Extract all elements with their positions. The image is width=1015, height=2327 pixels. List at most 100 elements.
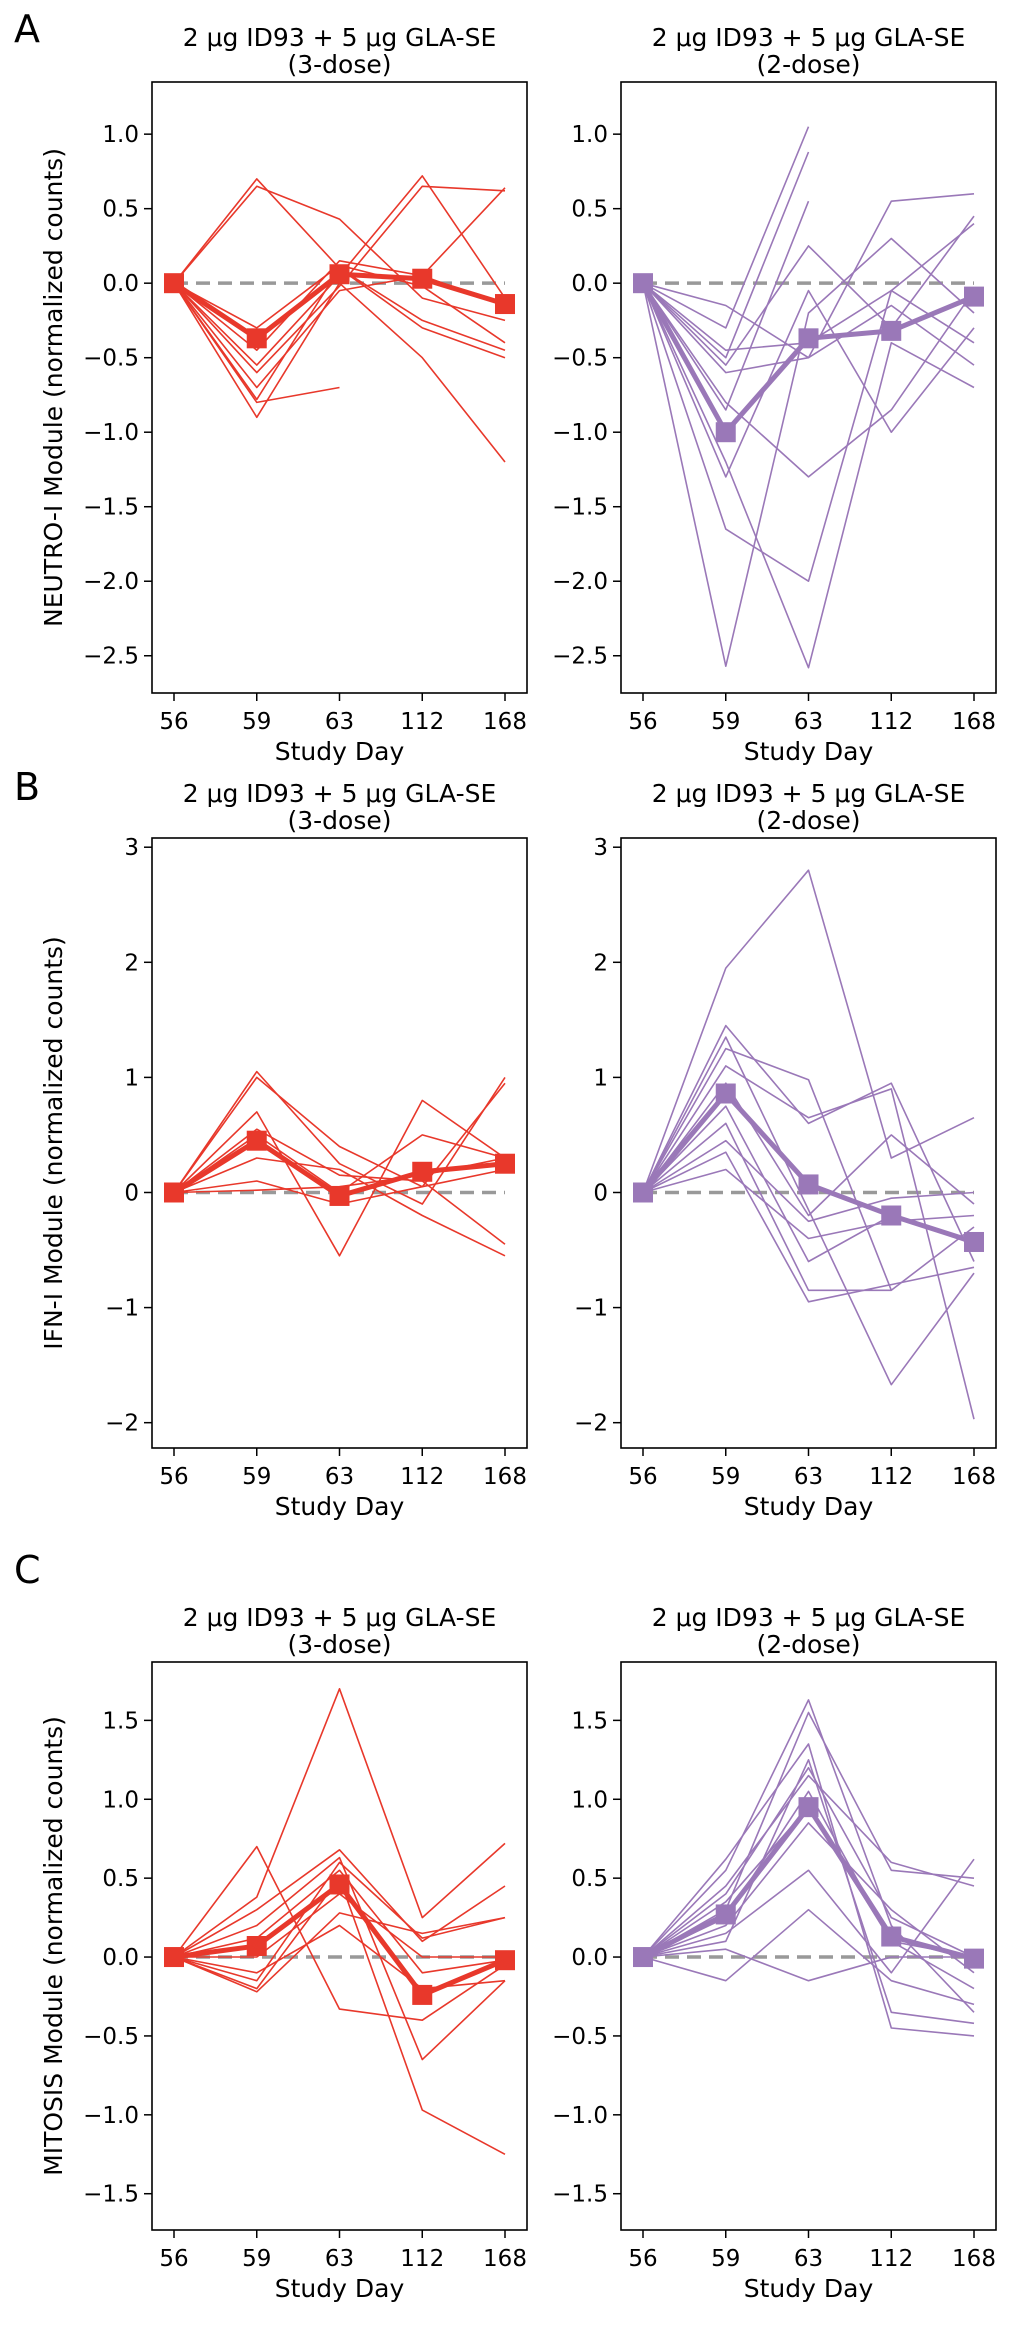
y-tick-label: 0.5 <box>571 197 608 223</box>
x-tick-label: 59 <box>711 2246 740 2272</box>
subplot-subtitle: (3-dose) <box>287 50 391 79</box>
x-axis-label: Study Day <box>275 2274 405 2303</box>
subject-line <box>173 1849 506 1958</box>
subject-line <box>642 1759 975 2025</box>
subplot-a-three-dose: 2 μg ID93 + 5 μg GLA-SE(3-dose) 1.0 0.5 0.0… <box>39 23 528 766</box>
subject-line <box>173 1157 506 1257</box>
mean-marker <box>964 1948 984 1969</box>
y-tick-label: −1.0 <box>83 2103 139 2129</box>
x-tick-label: 168 <box>483 1464 527 1490</box>
mean-marker <box>246 1130 267 1151</box>
subject-line <box>642 1082 975 1217</box>
mean-marker <box>633 273 653 294</box>
subject-line <box>173 1845 506 2021</box>
subplot-subtitle: (2-dose) <box>756 50 860 79</box>
subject-line <box>642 1948 974 1982</box>
y-tick-label: 0 <box>593 1180 608 1206</box>
subject-line <box>642 1065 975 1420</box>
subject-line <box>173 1076 506 1193</box>
subject-line <box>642 1122 975 1292</box>
x-tick-label: 168 <box>952 2246 996 2272</box>
mean-marker <box>495 294 515 315</box>
x-axis-label: Study Day <box>744 1492 874 1521</box>
subject-line <box>173 1861 506 1982</box>
y-tick-label: 3 <box>593 835 608 861</box>
y-tick-label: 0.0 <box>102 271 139 297</box>
subject-line <box>173 1869 506 1974</box>
mean-marker <box>412 268 433 289</box>
mean-marker <box>964 286 984 307</box>
y-tick-label: 1 <box>124 1065 139 1091</box>
plot-frame <box>151 837 528 1449</box>
subplot-title: 2 μg ID93 + 5 μg GLA-SE <box>183 23 497 52</box>
x-tick-label: 112 <box>869 709 913 735</box>
mean-marker <box>495 1950 515 1971</box>
y-tick-label: −2.0 <box>552 569 608 595</box>
subplot-subtitle: (3-dose) <box>287 1630 391 1659</box>
mean-marker <box>329 1874 350 1895</box>
y-tick-label: 0.0 <box>571 271 608 297</box>
y-tick-label: 0.0 <box>102 1945 139 1971</box>
x-tick-label: 112 <box>869 1464 913 1490</box>
x-axis-label: Study Day <box>744 2274 874 2303</box>
mean-marker <box>329 1185 350 1206</box>
y-tick-label: −2.5 <box>552 644 608 670</box>
y-tick-label: −1.5 <box>552 2182 608 2208</box>
subplot-subtitle: (3-dose) <box>287 806 391 835</box>
subject-line <box>642 1047 893 1291</box>
x-tick-label: 56 <box>159 2246 188 2272</box>
subject-line <box>642 1743 975 2037</box>
y-tick-label: 0.5 <box>571 1866 608 1892</box>
x-axis-label: Study Day <box>744 737 874 766</box>
y-tick-label: 1.5 <box>102 1708 139 1734</box>
subject-line <box>642 1790 975 1990</box>
subject-line <box>642 1024 975 1262</box>
x-tick-label: 59 <box>242 709 271 735</box>
mean-marker <box>633 1182 653 1203</box>
mean-marker <box>164 1947 184 1968</box>
plot-frame <box>151 1661 528 2231</box>
mean-marker <box>964 1231 984 1252</box>
x-tick-label: 168 <box>952 1464 996 1490</box>
subject-line <box>642 1858 975 1974</box>
plot-frame <box>620 1661 997 2231</box>
x-tick-label: 168 <box>483 2246 527 2272</box>
mean-marker <box>412 1984 433 2005</box>
x-tick-label: 59 <box>242 2246 271 2272</box>
subject-line <box>642 1168 975 1240</box>
plot-frame <box>151 81 528 694</box>
y-tick-label: 1.5 <box>571 1708 608 1734</box>
y-tick-label: 1.0 <box>571 1787 608 1813</box>
x-tick-label: 112 <box>869 2246 913 2272</box>
subject-line <box>173 1688 506 1958</box>
y-tick-label: −2 <box>105 1411 139 1437</box>
x-tick-label: 112 <box>400 2246 444 2272</box>
y-tick-label: 2 <box>593 950 608 976</box>
mean-marker <box>246 328 267 349</box>
x-tick-label: 63 <box>794 1464 823 1490</box>
subject-line <box>173 185 506 374</box>
subject-line <box>642 1766 975 1958</box>
x-tick-label: 168 <box>483 709 527 735</box>
subject-line <box>642 1908 975 2006</box>
mean-marker <box>798 328 819 349</box>
y-tick-label: −1.5 <box>552 495 608 521</box>
y-axis-label: NEUTRO-I Module (normalized counts) <box>39 148 68 627</box>
mean-marker <box>881 320 902 341</box>
plot-frame <box>620 837 997 1449</box>
subplot-title: 2 μg ID93 + 5 μg GLA-SE <box>183 779 497 808</box>
mean-marker <box>881 1205 902 1226</box>
mean-marker <box>164 1182 184 1203</box>
y-tick-label: −0.5 <box>552 346 608 372</box>
subject-line <box>642 282 975 583</box>
y-tick-label: −0.5 <box>83 346 139 372</box>
mean-marker <box>329 264 350 285</box>
mean-marker <box>412 1161 433 1182</box>
mean-marker <box>881 1926 902 1947</box>
mean-marker <box>246 1936 267 1956</box>
y-tick-label: −1 <box>574 1296 608 1322</box>
panel-letter-b: B <box>14 765 40 809</box>
y-tick-label: −1.5 <box>83 2182 139 2208</box>
y-tick-label: −2.0 <box>83 569 139 595</box>
